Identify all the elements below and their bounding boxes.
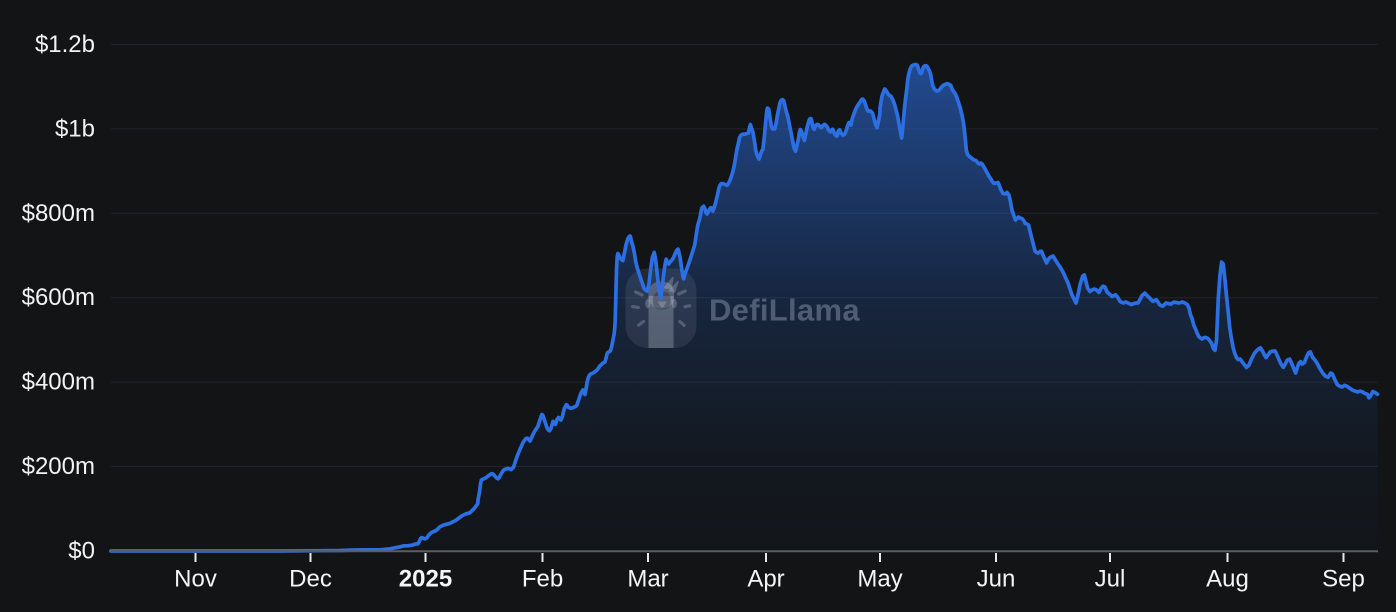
svg-text:$0: $0 <box>68 537 95 564</box>
svg-text:Nov: Nov <box>174 566 217 593</box>
svg-text:Apr: Apr <box>747 566 784 593</box>
svg-text:$1b: $1b <box>55 115 95 142</box>
svg-text:Aug: Aug <box>1206 566 1249 593</box>
svg-text:Jun: Jun <box>977 566 1016 593</box>
svg-text:Feb: Feb <box>522 566 563 593</box>
svg-text:$800m: $800m <box>22 200 95 227</box>
svg-text:DefiLlama: DefiLlama <box>709 293 860 328</box>
svg-text:$600m: $600m <box>22 284 95 311</box>
svg-text:Sep: Sep <box>1322 566 1365 593</box>
svg-text:Mar: Mar <box>627 566 668 593</box>
svg-text:$200m: $200m <box>22 453 95 480</box>
svg-text:$1.2b: $1.2b <box>35 31 95 58</box>
svg-text:May: May <box>857 566 902 593</box>
svg-text:2025: 2025 <box>399 566 452 593</box>
svg-text:$400m: $400m <box>22 369 95 396</box>
svg-text:Dec: Dec <box>289 566 332 593</box>
svg-text:Jul: Jul <box>1095 566 1126 593</box>
